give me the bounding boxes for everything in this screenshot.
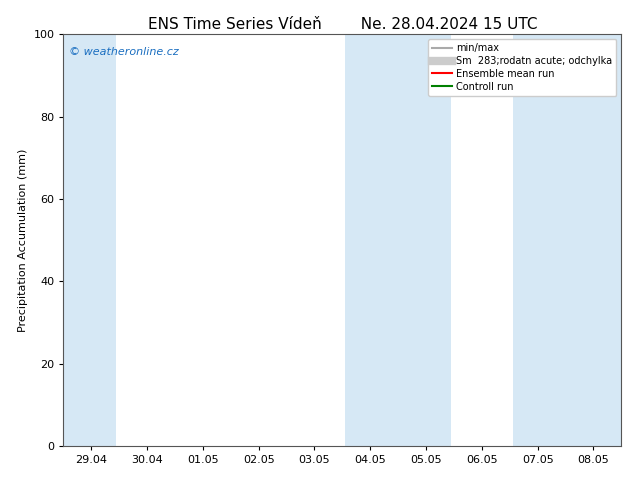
Title: ENS Time Series Vídeň        Ne. 28.04.2024 15 UTC: ENS Time Series Vídeň Ne. 28.04.2024 15 … xyxy=(148,17,537,32)
Legend: min/max, Sm  283;rodatn acute; odchylka, Ensemble mean run, Controll run: min/max, Sm 283;rodatn acute; odchylka, … xyxy=(428,39,616,96)
Y-axis label: Precipitation Accumulation (mm): Precipitation Accumulation (mm) xyxy=(18,148,28,332)
Text: © weatheronline.cz: © weatheronline.cz xyxy=(69,47,179,57)
Bar xyxy=(63,34,117,446)
Bar xyxy=(345,34,451,446)
Bar xyxy=(512,34,621,446)
